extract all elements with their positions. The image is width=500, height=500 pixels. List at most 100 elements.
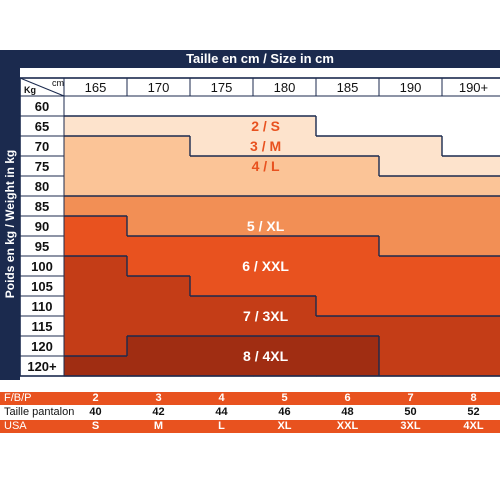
size-cell: [379, 236, 443, 257]
size-cell: [127, 236, 191, 257]
height-label: 165: [85, 80, 107, 95]
weight-label: 105: [31, 279, 53, 294]
size-cell: [442, 176, 500, 197]
title-bar: Taille en cm / Size in cm: [0, 50, 500, 68]
size-cell: [316, 176, 380, 197]
size-cell: [64, 176, 128, 197]
size-cell: [442, 356, 500, 377]
size-cell: [379, 96, 443, 117]
height-label: 180: [274, 80, 296, 95]
size-cell: [127, 176, 191, 197]
conversion-value: 5: [281, 392, 288, 404]
size-cell: [190, 316, 254, 337]
cm-unit-label: cm: [52, 78, 64, 88]
size-cell: [316, 316, 380, 337]
size-cell: [316, 156, 380, 177]
size-cell: [127, 296, 191, 317]
size-cell: [253, 276, 317, 297]
size-cell: [64, 316, 128, 337]
size-cell: [127, 196, 191, 217]
size-cell: [64, 336, 128, 357]
conversion-value: 44: [215, 406, 228, 418]
size-cell: [379, 356, 443, 377]
size-cell: [127, 336, 191, 357]
size-cell: [316, 296, 380, 317]
size-cell: [64, 96, 128, 117]
height-label: 175: [211, 80, 233, 95]
size-cell: [316, 256, 380, 277]
corner-diagonal: [19, 77, 65, 97]
conversion-row-label: USA: [4, 420, 27, 432]
weight-label: 110: [32, 299, 53, 314]
size-cell: [253, 316, 317, 337]
size-cell: [64, 356, 128, 377]
conversion-value: 40: [89, 406, 102, 418]
size-cell: [190, 256, 254, 277]
size-cell: [316, 356, 380, 377]
weight-label: 100: [31, 259, 53, 274]
weight-label: 95: [35, 239, 49, 254]
size-cell: [127, 316, 191, 337]
size-cell: [190, 136, 254, 157]
conversion-value: XXL: [336, 420, 359, 432]
size-cell: [190, 276, 254, 297]
size-zone-label: 5 / XL: [247, 218, 285, 234]
size-cell: [64, 196, 128, 217]
size-cell: [127, 116, 191, 137]
weight-axis-bar: Poids en kg / Weight in kg: [0, 68, 20, 380]
size-cell: [442, 216, 500, 237]
size-cell: [64, 216, 128, 237]
conversion-value: 4XL: [463, 420, 484, 432]
size-cell: [316, 336, 380, 357]
size-cell: [442, 236, 500, 257]
size-cell: [64, 236, 128, 257]
size-cell: [190, 296, 254, 317]
height-label: 190+: [459, 80, 488, 95]
size-cell: [64, 256, 128, 277]
size-cell: [190, 156, 254, 177]
size-cell: [190, 96, 254, 117]
size-cell: [127, 156, 191, 177]
weight-label: 120+: [27, 359, 57, 374]
chart-title: Taille en cm / Size in cm: [186, 51, 334, 66]
size-cell: [379, 316, 443, 337]
height-label: 190: [400, 80, 422, 95]
kg-unit-label: Kg: [24, 85, 36, 95]
size-cell: [64, 116, 128, 137]
size-zone-label: 2 / S: [251, 118, 280, 134]
size-cell: [253, 296, 317, 317]
conversion-value: M: [153, 420, 164, 432]
size-cell: [442, 96, 500, 117]
size-cell: [253, 116, 317, 137]
size-cell: [64, 296, 128, 317]
size-cell: [190, 216, 254, 237]
size-cell: [442, 136, 500, 157]
weight-label: 80: [35, 179, 49, 194]
size-cell: [64, 156, 128, 177]
height-label: 170: [148, 80, 170, 95]
size-zone-label: 4 / L: [252, 158, 280, 174]
size-cell: [127, 136, 191, 157]
size-cell: [379, 256, 443, 277]
size-cell: [379, 216, 443, 237]
size-zone-label: 6 / XXL: [242, 258, 289, 274]
size-cell: [253, 236, 317, 257]
conversion-value: 6: [344, 392, 351, 404]
size-cell: [253, 96, 317, 117]
height-header-row: [20, 78, 500, 96]
size-cell: [253, 136, 317, 157]
size-cell: [253, 156, 317, 177]
weight-label: 85: [35, 199, 49, 214]
conversion-row-label: F/B/P: [4, 392, 32, 404]
conversion-value: 3: [155, 392, 162, 404]
conversion-value: 46: [278, 406, 291, 418]
conversion-row-label: Taille pantalon: [4, 406, 75, 418]
conversion-value: 52: [467, 406, 480, 418]
weight-label: 120: [31, 339, 53, 354]
size-cell: [379, 136, 443, 157]
size-cell: [379, 276, 443, 297]
size-cell: [190, 196, 254, 217]
size-cell: [190, 356, 254, 377]
